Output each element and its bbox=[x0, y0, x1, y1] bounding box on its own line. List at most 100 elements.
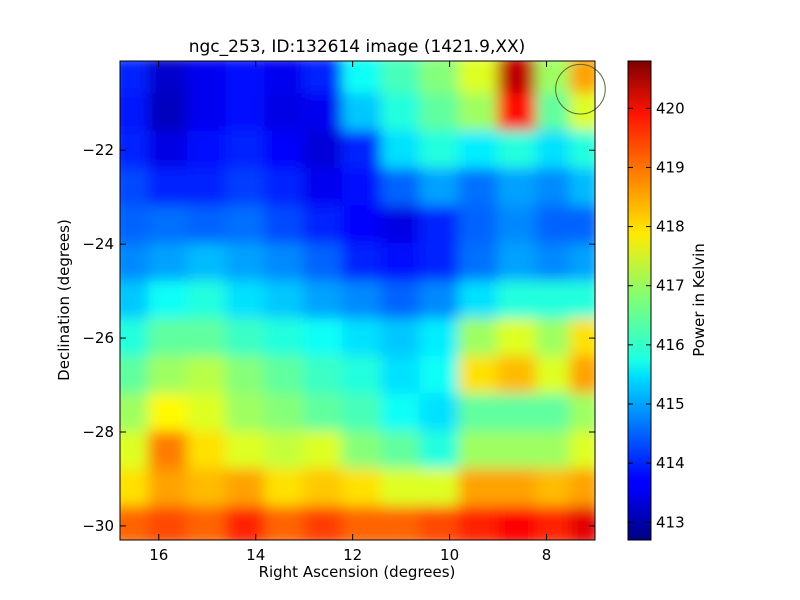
colorbar-ticks: 413 414 415 416 417 418 419 420 bbox=[628, 99, 685, 531]
heatmap-cell bbox=[497, 393, 538, 433]
heatmap-cell bbox=[458, 355, 500, 396]
heatmap-cell bbox=[380, 430, 422, 471]
heatmap-cell bbox=[120, 280, 151, 321]
x-tick-label: 16 bbox=[149, 546, 168, 564]
heatmap-cell bbox=[148, 468, 189, 509]
y-axis-ticks: −22 −24 −26 −28 −30 bbox=[82, 141, 595, 535]
heatmap-cell bbox=[535, 318, 572, 358]
heatmap-cell bbox=[264, 506, 306, 540]
plot-area: 16 14 12 10 8 −22 −24 −26 −28 −30 bbox=[82, 60, 606, 564]
heatmap-cell bbox=[148, 318, 189, 358]
heatmap-cell bbox=[419, 430, 461, 471]
colorbar-tick-label: 420 bbox=[656, 99, 685, 117]
heatmap-cell bbox=[264, 205, 306, 246]
heatmap-cell bbox=[497, 355, 538, 396]
heatmap-cell bbox=[341, 318, 383, 358]
heatmap-cell bbox=[458, 393, 500, 433]
heatmap-cell bbox=[148, 280, 189, 321]
heatmap-cell bbox=[341, 61, 383, 95]
heatmap-cell bbox=[120, 318, 151, 358]
colorbar-tick-label: 418 bbox=[656, 218, 685, 236]
heatmap-cell bbox=[569, 92, 595, 133]
y-tick-label: −30 bbox=[82, 517, 114, 535]
heatmap-cell bbox=[225, 61, 267, 95]
heatmap-cell bbox=[120, 430, 151, 471]
heatmap-cell bbox=[380, 130, 422, 171]
y-tick-label: −22 bbox=[82, 141, 114, 159]
source-marker-circle bbox=[555, 63, 606, 115]
x-tick-label: 14 bbox=[246, 546, 265, 564]
heatmap-cell bbox=[264, 168, 306, 208]
heatmap-cell bbox=[497, 318, 538, 358]
heatmap-cell bbox=[264, 355, 306, 396]
heatmap-cell bbox=[535, 205, 572, 246]
heatmap-cell bbox=[264, 430, 306, 471]
colorbar-tick-label: 416 bbox=[656, 336, 685, 354]
heatmap-cell bbox=[303, 280, 344, 321]
heatmap-cell bbox=[303, 468, 344, 509]
heatmap-cell bbox=[419, 243, 461, 283]
heatmap-cell bbox=[569, 355, 595, 396]
colorbar-gradient bbox=[627, 60, 652, 541]
heatmap-cell bbox=[569, 168, 595, 208]
heatmap-cell bbox=[225, 355, 267, 396]
heatmap-cell bbox=[303, 506, 344, 540]
heatmap-cell bbox=[120, 393, 151, 433]
plot-frame bbox=[119, 60, 596, 541]
heatmap-cell bbox=[120, 205, 151, 246]
heatmap-cell bbox=[303, 130, 344, 171]
heatmap-cell bbox=[569, 506, 595, 540]
heatmap-cell bbox=[419, 280, 461, 321]
heatmap-cell bbox=[186, 205, 228, 246]
heatmap-cell bbox=[264, 468, 306, 509]
heatmap-cell bbox=[535, 430, 572, 471]
heatmap-cell bbox=[497, 168, 538, 208]
heatmap-cell bbox=[225, 92, 267, 133]
heatmap-cell bbox=[120, 506, 151, 540]
heatmap-cell bbox=[569, 243, 595, 283]
heatmap-cell bbox=[225, 130, 267, 171]
heatmap-cell bbox=[225, 506, 267, 540]
heatmap-cell bbox=[341, 280, 383, 321]
heatmap-cell bbox=[569, 130, 595, 171]
heatmap-cell bbox=[419, 92, 461, 133]
heatmap-cell bbox=[303, 393, 344, 433]
heatmap-cell bbox=[497, 61, 538, 95]
heatmap-cell bbox=[186, 318, 228, 358]
heatmap-cell bbox=[497, 506, 538, 540]
y-axis-label: Declination (degrees) bbox=[55, 219, 73, 381]
heatmap-cell bbox=[497, 130, 538, 171]
heatmap-cell bbox=[535, 92, 572, 133]
colorbar-tick-label: 419 bbox=[656, 158, 685, 176]
colorbar-tick-label: 415 bbox=[656, 395, 685, 413]
x-tick-label: 12 bbox=[343, 546, 362, 564]
heatmap-cells bbox=[120, 61, 595, 540]
heatmap-cell bbox=[341, 168, 383, 208]
heatmap-cell bbox=[458, 318, 500, 358]
chart-title: ngc_253, ID:132614 image (1421.9,XX) bbox=[189, 37, 526, 57]
heatmap-cell bbox=[458, 130, 500, 171]
heatmap-cell bbox=[186, 430, 228, 471]
heatmap-cell bbox=[535, 468, 572, 509]
heatmap-cell bbox=[303, 168, 344, 208]
heatmap-cell bbox=[225, 318, 267, 358]
heatmap-cell bbox=[341, 506, 383, 540]
heatmap-cell bbox=[458, 205, 500, 246]
heatmap-cell bbox=[497, 205, 538, 246]
heatmap-cell bbox=[341, 92, 383, 133]
x-tick-label: 8 bbox=[542, 546, 552, 564]
heatmap-cell bbox=[148, 205, 189, 246]
heatmap-cell bbox=[535, 61, 572, 95]
heatmap-cell bbox=[458, 468, 500, 509]
heatmap-cell bbox=[535, 243, 572, 283]
heatmap-cell bbox=[419, 506, 461, 540]
heatmap-cell bbox=[186, 393, 228, 433]
heatmap-cell bbox=[264, 243, 306, 283]
heatmap-cell bbox=[535, 393, 572, 433]
heatmap-cell bbox=[535, 168, 572, 208]
colorbar-label: Power in Kelvin bbox=[690, 243, 708, 357]
heatmap-cell bbox=[458, 430, 500, 471]
heatmap-cell bbox=[419, 168, 461, 208]
heatmap-cell bbox=[458, 92, 500, 133]
heatmap-cell bbox=[419, 130, 461, 171]
